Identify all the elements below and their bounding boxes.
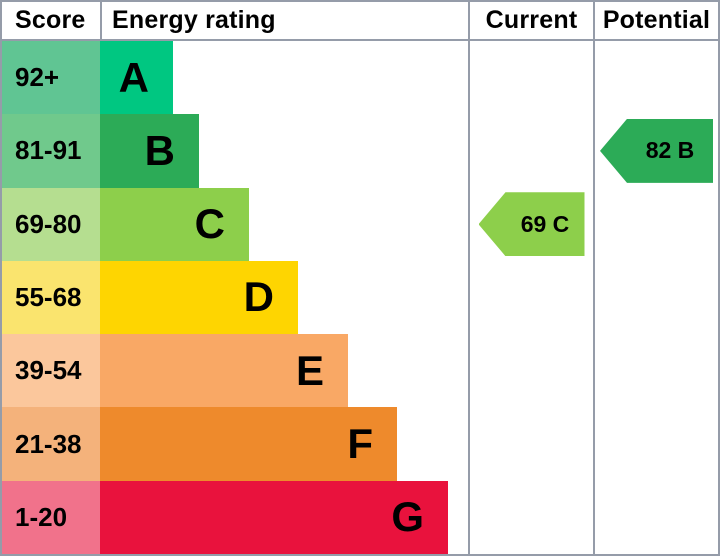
rating-letter: D <box>243 273 274 321</box>
rating-letter: E <box>295 346 324 394</box>
score-column-header: Score <box>15 6 86 34</box>
rating-bar-c: C <box>100 187 249 261</box>
rating-letter: C <box>194 200 225 248</box>
potential-rating-arrow: 82 B <box>600 118 713 183</box>
potential-column-header: Potential <box>593 2 718 39</box>
rating-bar-g: G <box>100 480 448 554</box>
current-rating-label: 69 C <box>520 210 570 237</box>
potential-cell <box>593 480 718 554</box>
rating-row-d: 55-68 D <box>2 260 718 335</box>
current-cell <box>468 334 593 408</box>
rating-row-a: 92+ A <box>2 41 718 115</box>
rating-bar-cell: E <box>100 334 468 408</box>
score-range-c: 69-80 <box>2 187 100 261</box>
rating-bar-cell: F <box>100 407 468 481</box>
current-column-header: Current <box>468 2 593 39</box>
rating-bar-e: E <box>100 334 348 408</box>
rating-bar-cell: B <box>100 114 468 188</box>
potential-cell <box>593 187 718 261</box>
potential-rating-label: 82 B <box>645 137 695 164</box>
rating-row-b: 81-91 B 82 B <box>2 114 718 188</box>
rating-bar-cell: G <box>100 480 468 554</box>
current-cell <box>468 114 593 188</box>
rating-letter: A <box>118 53 149 101</box>
rating-row-c: 69-80 C 69 C <box>2 187 718 261</box>
current-rating-arrow: 69 C <box>478 192 585 257</box>
score-range-b: 81-91 <box>2 114 100 188</box>
rating-bar-a: A <box>100 41 173 115</box>
rating-letter: B <box>144 126 175 174</box>
rating-bar-cell: A <box>100 41 468 115</box>
rating-bar-cell: D <box>100 260 468 335</box>
energy-rating-column-header: Energy rating <box>100 2 468 39</box>
current-cell <box>468 260 593 335</box>
rating-letter: F <box>347 420 373 468</box>
rating-bar-b: B <box>100 114 199 188</box>
rating-rows: 92+ A 81-91 B 82 B 69-80 C 69 C 55-68 D 39-54 E 21-3… <box>2 41 718 554</box>
rating-bar-cell: C <box>100 187 468 261</box>
current-cell <box>468 480 593 554</box>
score-range-e: 39-54 <box>2 334 100 408</box>
rating-row-f: 21-38 F <box>2 407 718 481</box>
potential-cell <box>593 41 718 115</box>
rating-row-g: 1-20 G <box>2 480 718 554</box>
potential-cell: 82 B <box>593 114 718 188</box>
chart-header: Score Energy rating Current Potential <box>2 2 718 41</box>
score-range-d: 55-68 <box>2 260 100 335</box>
rating-bar-d: D <box>100 260 298 335</box>
score-range-g: 1-20 <box>2 480 100 554</box>
potential-cell <box>593 334 718 408</box>
current-cell <box>468 407 593 481</box>
current-cell: 69 C <box>468 187 593 261</box>
score-range-a: 92+ <box>2 41 100 115</box>
potential-cell <box>593 260 718 335</box>
potential-cell <box>593 407 718 481</box>
rating-letter: G <box>391 493 424 541</box>
rating-bar-f: F <box>100 407 397 481</box>
score-range-f: 21-38 <box>2 407 100 481</box>
current-cell <box>468 41 593 115</box>
rating-row-e: 39-54 E <box>2 334 718 408</box>
